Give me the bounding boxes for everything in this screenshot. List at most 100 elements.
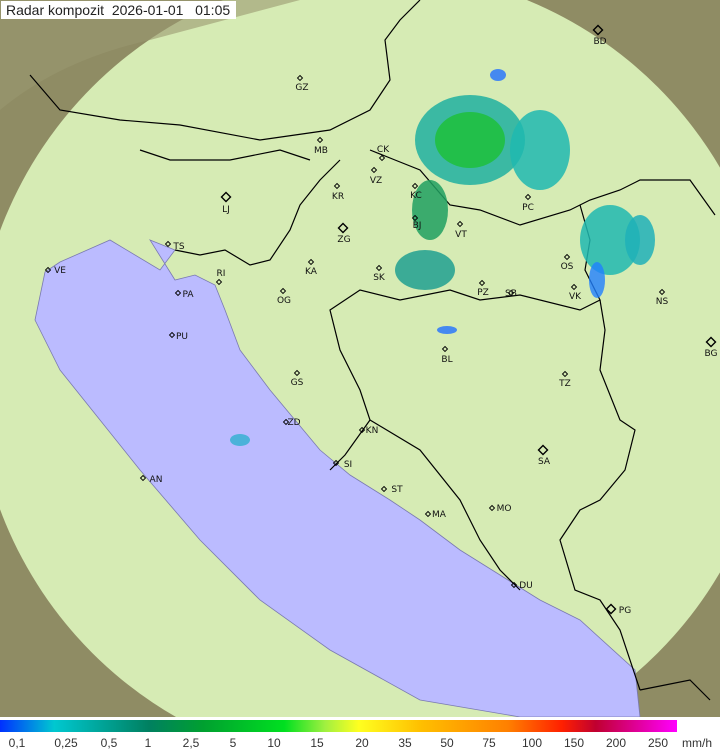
city-label: BL (441, 355, 452, 365)
city-label: GS (291, 378, 304, 388)
city-label: TS (172, 242, 184, 252)
terrain-shade (0, 0, 300, 110)
city-label: VE (54, 266, 66, 276)
city-label: PZ (477, 288, 489, 298)
city-marker-icon (337, 222, 349, 234)
city-marker-icon (282, 418, 290, 426)
city-label: RI (217, 269, 226, 279)
city-label: ST (391, 485, 403, 495)
city-marker-icon (424, 510, 432, 518)
city-label: KC (410, 191, 422, 201)
city-label: PC (522, 203, 534, 213)
city-label: KA (305, 267, 318, 277)
city-marker-icon (524, 193, 532, 201)
city-marker-icon (378, 154, 386, 162)
legend-tick: 50 (440, 736, 454, 750)
legend-tick: 2,5 (182, 736, 200, 750)
legend-tick: 75 (482, 736, 496, 750)
city-marker-icon (215, 278, 223, 286)
city-marker-icon (293, 369, 301, 377)
city-marker-icon (658, 288, 666, 296)
city-label: SI (344, 460, 352, 470)
city-label: BJ (413, 221, 422, 231)
city-marker-icon (510, 581, 518, 589)
map-title: Radar kompozit 2026-01-01 01:05 (1, 1, 237, 19)
legend-tick: 15 (310, 736, 324, 750)
city-label: MA (432, 510, 447, 520)
city-marker-icon (279, 287, 287, 295)
legend-unit: mm/h (682, 736, 712, 750)
legend-tick: 200 (605, 736, 627, 750)
city-label: TZ (558, 379, 571, 389)
city-label: KR (332, 192, 344, 202)
legend-tick: 250 (647, 736, 669, 750)
city-label: PA (182, 290, 194, 300)
city-marker-icon (333, 182, 341, 190)
city-marker-icon (411, 214, 419, 222)
radar-map: GZ BD MB CK VZ KR KC LJ ZG BJ VT PC TS VE RI KA SK PZ SB OS… (0, 0, 720, 717)
city-label: LJ (222, 205, 230, 215)
city-marker-icon (220, 191, 232, 203)
city-label: NS (656, 297, 669, 307)
city-marker-icon (592, 24, 604, 36)
city-marker-icon (296, 74, 304, 82)
city-marker-icon (507, 289, 515, 297)
city-label: ZG (337, 235, 350, 245)
legend-tick: 150 (563, 736, 585, 750)
city-label: SA (538, 457, 551, 467)
city-label: MO (497, 504, 512, 514)
legend-tick: 20 (355, 736, 369, 750)
city-label: CK (377, 145, 390, 155)
city-marker-icon (316, 136, 324, 144)
city-label: VK (569, 292, 582, 302)
city-marker-icon (164, 240, 172, 248)
city-marker-icon (358, 426, 366, 434)
city-marker-icon (563, 253, 571, 261)
city-label: DU (519, 581, 533, 591)
city-label: BG (705, 349, 718, 359)
legend-tick: 10 (267, 736, 281, 750)
legend-color-scale (0, 720, 677, 732)
city-marker-icon (441, 345, 449, 353)
city-marker-icon (174, 289, 182, 297)
city-label: OS (561, 262, 574, 272)
city-label: KN (366, 426, 379, 436)
city-label: SB (505, 289, 517, 299)
radar-echoes (230, 69, 655, 446)
city-marker-icon (605, 603, 617, 615)
adriatic-sea (34, 239, 641, 717)
legend-tick: 35 (398, 736, 412, 750)
city-marker-icon (537, 444, 549, 456)
city-marker-icon (570, 283, 578, 291)
city-marker-icon (168, 331, 176, 339)
city-label: BD (593, 37, 606, 47)
city-label: VZ (370, 176, 382, 186)
city-label: OG (277, 296, 291, 306)
legend-tick: 0,1 (8, 736, 26, 750)
city-marker-icon (380, 485, 388, 493)
city-label: AN (150, 475, 163, 485)
city-label: PG (619, 606, 631, 616)
city-marker-icon (705, 336, 717, 348)
city-marker-icon (375, 264, 383, 272)
city-marker-icon (561, 370, 569, 378)
city-marker-icon (307, 258, 315, 266)
city-marker-icon (488, 504, 496, 512)
legend-tick: 0,5 (100, 736, 118, 750)
city-markers: GZ BD MB CK VZ KR KC LJ ZG BJ VT PC TS VE RI KA SK PZ SB OS… (44, 24, 718, 616)
city-label: PU (176, 332, 188, 342)
city-marker-icon (411, 182, 419, 190)
legend-tick: 5 (229, 736, 237, 750)
city-label: VT (455, 230, 467, 240)
city-label: ZD (287, 418, 300, 428)
legend-tick: 100 (521, 736, 543, 750)
city-marker-icon (332, 459, 340, 467)
city-marker-icon (478, 279, 486, 287)
city-marker-icon (139, 474, 147, 482)
city-marker-icon (370, 166, 378, 174)
city-label: SK (373, 273, 386, 283)
legend-tick: 0,25 (54, 736, 78, 750)
legend-tick: 1 (144, 736, 152, 750)
city-label: MB (314, 146, 328, 156)
